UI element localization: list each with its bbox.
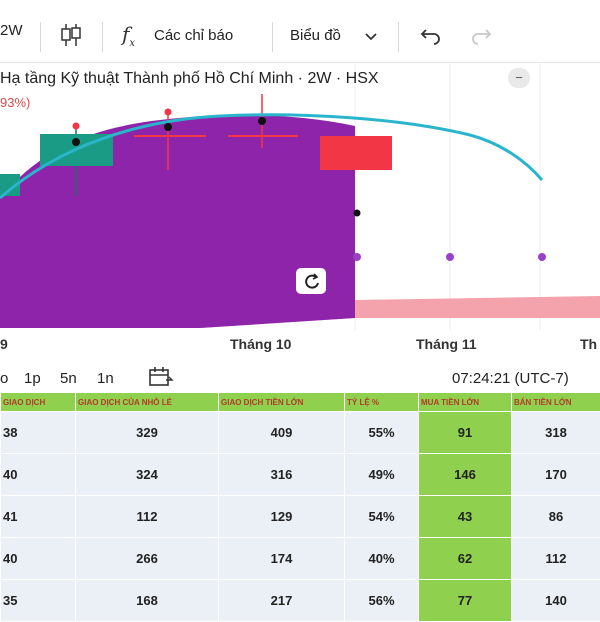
- toolbar-divider: [398, 22, 399, 52]
- table-cell: 62: [419, 538, 512, 580]
- marker-dot: [258, 117, 266, 125]
- table-row: 40 266 174 40% 62 112: [1, 538, 600, 580]
- toolbar-divider: [102, 22, 103, 52]
- table-row: 40 324 316 49% 146 170: [1, 454, 600, 496]
- table-cell: 324: [76, 454, 219, 496]
- calendar-icon[interactable]: [148, 366, 174, 392]
- table-cell: 316: [219, 454, 345, 496]
- table-cell: 112: [76, 496, 219, 538]
- time-display: 07:24:21 (UTC-7): [452, 370, 569, 387]
- table-cell: 168: [76, 580, 219, 622]
- price-chart[interactable]: [0, 62, 600, 330]
- table-cell: 38: [1, 412, 76, 454]
- table-row: 41 112 129 54% 43 86: [1, 496, 600, 538]
- range-button-5n[interactable]: 5n: [60, 370, 77, 387]
- candlestick-icon[interactable]: [60, 22, 82, 53]
- table-cell: 86: [512, 496, 600, 538]
- marker-dot-purple: [538, 253, 546, 261]
- table-cell: 77: [419, 580, 512, 622]
- table-cell: 49%: [345, 454, 419, 496]
- table-cell: 170: [512, 454, 600, 496]
- table-cell: 329: [76, 412, 219, 454]
- table-cell: 112: [512, 538, 600, 580]
- range-button[interactable]: o: [0, 370, 8, 387]
- interval-button[interactable]: 2W: [0, 22, 23, 39]
- table-row: 38 329 409 55% 91 318: [1, 412, 600, 454]
- marker-dot-red: [165, 109, 172, 116]
- table-cell: 56%: [345, 580, 419, 622]
- chart-type-dropdown[interactable]: Biểu đồ: [290, 27, 341, 44]
- collapse-legend-button[interactable]: −: [508, 68, 530, 88]
- table-header-row: GIAO DỊCH GIAO DỊCH CỦA NHỎ LẺ GIAO DỊCH…: [1, 393, 600, 412]
- table-cell: 91: [419, 412, 512, 454]
- x-axis-label: Tháng 11: [416, 336, 477, 352]
- x-axis-label: Tháng 10: [230, 336, 291, 352]
- trade-table: GIAO DỊCH GIAO DỊCH CỦA NHỎ LẺ GIAO DỊCH…: [0, 392, 600, 622]
- table-cell: 43: [419, 496, 512, 538]
- table-cell: 140: [512, 580, 600, 622]
- chart-title: Hạ tầng Kỹ thuật Thành phố Hồ Chí Minh ·…: [0, 70, 379, 88]
- marker-dot-red: [73, 123, 80, 130]
- column-header: BÁN TIỀN LỚN: [512, 393, 600, 412]
- marker-dot: [164, 123, 172, 131]
- marker-dot-purple: [446, 253, 454, 261]
- table-cell: 266: [76, 538, 219, 580]
- table-cell: 35: [1, 580, 76, 622]
- toolbar: 2W fx Các chỉ báo Biểu đồ: [0, 0, 600, 63]
- undo-icon[interactable]: [420, 26, 442, 51]
- table-cell: 55%: [345, 412, 419, 454]
- table-cell: 146: [419, 454, 512, 496]
- chevron-down-icon[interactable]: [364, 29, 378, 47]
- column-header: GIAO DỊCH: [1, 393, 76, 412]
- indicators-button[interactable]: Các chỉ báo: [154, 27, 233, 44]
- column-header: TỶ LỆ %: [345, 393, 419, 412]
- column-header: MUA TIỀN LỚN: [419, 393, 512, 412]
- marker-dot: [72, 138, 80, 146]
- toolbar-divider: [40, 22, 41, 52]
- table-cell: 318: [512, 412, 600, 454]
- range-button-1n[interactable]: 1n: [97, 370, 114, 387]
- redo-icon[interactable]: [470, 26, 492, 51]
- marker-dot: [354, 210, 361, 217]
- table-cell: 40%: [345, 538, 419, 580]
- candle-down: [320, 136, 392, 170]
- x-axis-label: Th: [580, 336, 597, 352]
- table-cell: 174: [219, 538, 345, 580]
- toolbar-divider: [272, 22, 273, 52]
- table-cell: 54%: [345, 496, 419, 538]
- function-icon[interactable]: fx: [122, 22, 135, 49]
- table-cell: 129: [219, 496, 345, 538]
- table-cell: 40: [1, 454, 76, 496]
- reset-chart-button: [296, 268, 326, 294]
- table-cell: 409: [219, 412, 345, 454]
- range-button-1p[interactable]: 1p: [24, 370, 41, 387]
- x-axis-label: 9: [0, 336, 8, 352]
- table-cell: 41: [1, 496, 76, 538]
- column-header: GIAO DỊCH TIỀN LỚN: [219, 393, 345, 412]
- column-header: GIAO DỊCH CỦA NHỎ LẺ: [76, 393, 219, 412]
- table-cell: 40: [1, 538, 76, 580]
- marker-dot-purple: [353, 253, 361, 261]
- price-change-percent: 93%): [0, 95, 30, 110]
- table-cell: 217: [219, 580, 345, 622]
- table-row: 35 168 217 56% 77 140: [1, 580, 600, 622]
